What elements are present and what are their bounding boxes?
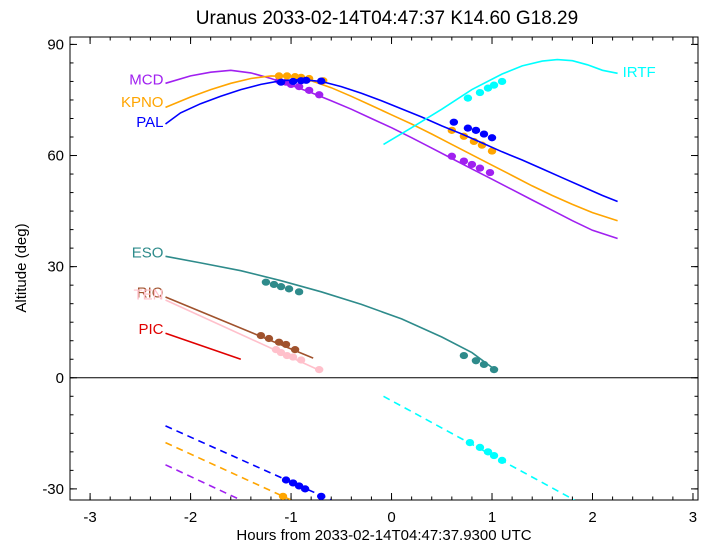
plot-frame: [69, 36, 699, 501]
data-point: [467, 160, 477, 169]
mcd-series-line: [165, 69, 618, 240]
data-point: [471, 357, 481, 365]
data-point: [274, 338, 284, 346]
data-point: [264, 334, 274, 343]
data-point: [479, 360, 489, 369]
data-point: [487, 147, 497, 155]
data-point: [269, 280, 279, 289]
data-point: [281, 340, 291, 349]
y-tick-label: 90: [47, 36, 64, 53]
rio-series-line: [165, 296, 314, 359]
data-point: [497, 77, 507, 86]
below-horizon-series-line: [165, 441, 292, 500]
y-tick-label: 30: [47, 259, 64, 276]
x-axis: -3 -2 -1 0 1 2 3: [69, 37, 697, 526]
data-point: [317, 492, 326, 500]
data-point: [475, 88, 485, 97]
y-tick-label: 60: [47, 148, 64, 165]
data-point: [465, 438, 475, 447]
x-tick-label: 0: [387, 509, 395, 526]
series-label-pal: PAL: [136, 114, 163, 131]
data-point: [290, 346, 300, 354]
data-point: [281, 476, 291, 484]
data-point: [301, 76, 311, 84]
series-label-mcd: MCD: [129, 72, 163, 89]
x-tick-label: 3: [689, 509, 697, 526]
data-point: [276, 78, 286, 86]
data-point: [256, 331, 266, 340]
data-point: [314, 91, 324, 99]
series-label-ten: TEN: [133, 286, 163, 303]
x-axis-label: Hours from 2033-02-14T04:47:37.9300 UTC: [236, 527, 531, 544]
data-point: [489, 366, 499, 374]
data-point: [288, 353, 298, 361]
data-point: [479, 130, 489, 138]
x-tick-label: 1: [488, 509, 496, 526]
y-tick-label: 0: [56, 370, 64, 387]
data-point: [459, 157, 469, 165]
y-axis-label: Altitude (deg): [13, 223, 30, 312]
x-tick-label: -1: [284, 509, 297, 526]
data-point: [463, 94, 473, 102]
data-point: [487, 134, 497, 142]
data-point: [294, 288, 304, 296]
x-tick-label: -2: [184, 509, 197, 526]
data-point: [294, 83, 304, 91]
data-point: [278, 492, 288, 500]
eso-series-line: [165, 255, 498, 372]
data-point: [483, 448, 493, 456]
pal-series-line: [165, 78, 618, 203]
data-point: [288, 77, 298, 86]
data-point: [489, 81, 499, 89]
series-label-rio: RIO: [137, 285, 164, 302]
data-point: [276, 283, 286, 291]
data-point: [314, 366, 324, 374]
series-label-kpno: KPNO: [121, 94, 164, 111]
below-horizon-series-line: [165, 464, 242, 500]
data-point: [300, 485, 310, 493]
data-point: [284, 285, 294, 293]
data-point: [489, 451, 499, 460]
y-tick-label: -30: [42, 481, 64, 498]
data-point: [463, 124, 473, 132]
series-layer: [165, 58, 618, 500]
data-point: [475, 443, 485, 452]
data-point: [274, 72, 284, 80]
data-point: [296, 356, 306, 364]
data-point: [447, 152, 457, 160]
x-tick-label: 2: [588, 509, 596, 526]
data-point: [282, 72, 292, 80]
data-point: [261, 278, 271, 286]
data-point: [485, 168, 495, 177]
data-point: [471, 126, 481, 134]
data-point: [449, 118, 459, 126]
series-label-eso: ESO: [132, 245, 164, 262]
data-point: [497, 456, 507, 464]
series-label-pic: PIC: [138, 321, 163, 338]
chart-title: Uranus 2033-02-14T04:47:37 K14.60 G18.29: [196, 8, 578, 29]
below-horizon-series-line: [165, 425, 332, 500]
irtf-series-line: [383, 58, 618, 146]
kpno-series-line: [165, 75, 618, 222]
x-tick-label: -3: [83, 509, 96, 526]
data-point: [304, 86, 314, 94]
data-point: [317, 77, 326, 85]
pic-series-line: [165, 332, 242, 360]
data-point: [475, 164, 485, 172]
data-point: [459, 351, 469, 360]
y-axis: -30 0 30 60 90: [42, 36, 698, 498]
series-label-irtf: IRTF: [623, 64, 656, 81]
